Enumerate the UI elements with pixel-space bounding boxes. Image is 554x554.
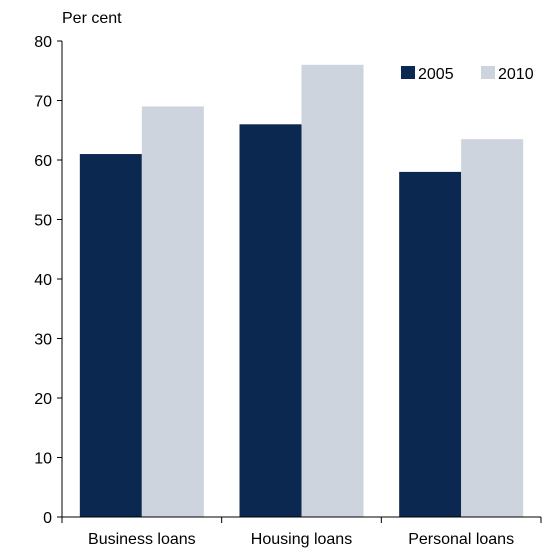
x-category-label: Personal loans	[408, 531, 514, 548]
x-category-label: Business loans	[88, 531, 196, 548]
y-axis-label: Per cent	[62, 10, 122, 27]
y-tick-label: 50	[34, 213, 52, 230]
y-tick-label: 60	[34, 153, 52, 170]
legend: 2005 2010	[401, 66, 534, 83]
bar-2010-personal-loans	[461, 139, 524, 518]
legend-swatch-2010	[481, 66, 495, 79]
x-axis: Business loans Housing loans Personal loan…	[61, 516, 542, 548]
legend-label-2010: 2010	[498, 66, 534, 83]
y-axis: 0 10 20 30 40 50 60 70 80	[34, 34, 63, 527]
y-tick-label: 40	[34, 272, 52, 289]
bar-2005-housing-loans	[239, 124, 302, 518]
y-tick-label: 80	[34, 34, 52, 51]
bar-2005-personal-loans	[399, 171, 462, 517]
bars	[79, 64, 524, 518]
bar-2010-business-loans	[141, 106, 204, 517]
bar-2010-housing-loans	[301, 64, 364, 518]
x-category-label: Housing loans	[251, 531, 352, 548]
y-tick-label: 0	[43, 510, 52, 527]
legend-label-2005: 2005	[418, 66, 454, 83]
y-tick-label: 10	[34, 451, 52, 468]
bar-2005-business-loans	[79, 154, 142, 518]
y-tick-label: 20	[34, 391, 52, 408]
legend-swatch-2005	[401, 66, 415, 79]
y-tick-label: 70	[34, 94, 52, 111]
y-tick-label: 30	[34, 332, 52, 349]
